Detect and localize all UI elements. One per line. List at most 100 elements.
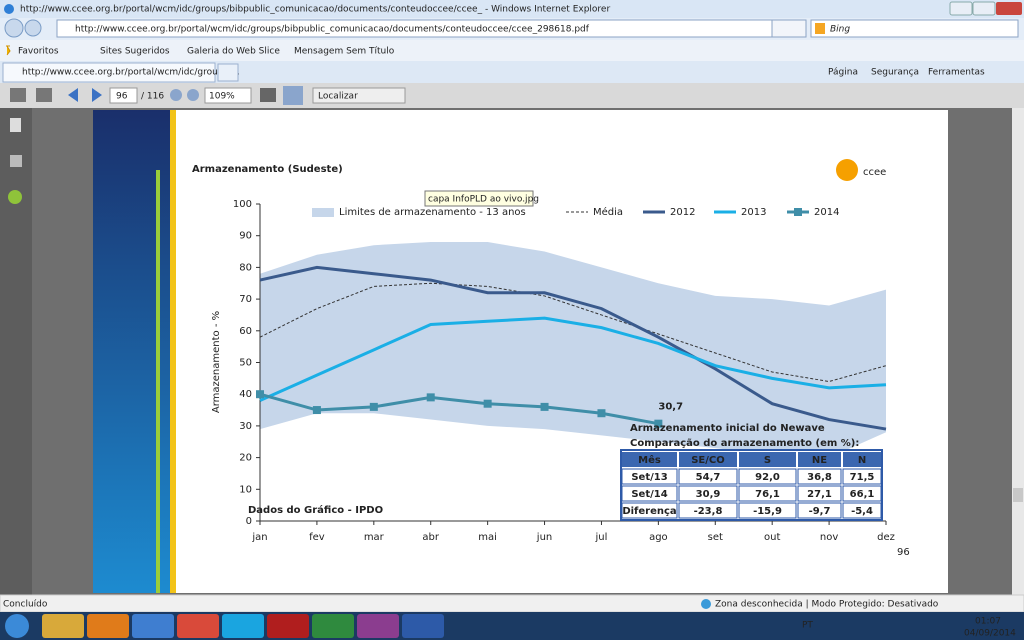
table-header: NE [812, 455, 827, 466]
zoom-out[interactable] [170, 89, 182, 101]
pages-icon[interactable] [10, 118, 21, 132]
save-icon[interactable] [36, 88, 52, 102]
fit-active-icon[interactable] [283, 86, 303, 105]
table-value: -15,9 [753, 506, 782, 517]
table-cell [797, 502, 842, 519]
binoculars-icon[interactable] [10, 155, 22, 167]
table-value: 76,1 [755, 489, 780, 500]
fav-item[interactable]: Favoritos [18, 47, 59, 57]
y-axis-label: Armazenamento - % [211, 311, 222, 413]
prev-page[interactable] [68, 88, 78, 102]
title-bar [0, 0, 1024, 18]
tooltip-text: capa InfoPLD ao vivo.jpg [428, 195, 539, 205]
legend-swatch [312, 208, 334, 217]
help-icon[interactable] [8, 190, 22, 204]
zoom-input[interactable] [204, 87, 252, 104]
table-cell [678, 468, 738, 485]
menu[interactable]: Página [828, 68, 858, 78]
fit-icon[interactable] [260, 88, 276, 102]
tab[interactable] [2, 62, 216, 83]
next-page[interactable] [92, 88, 102, 102]
point-marker [597, 409, 606, 418]
zoom-in[interactable] [187, 89, 199, 101]
table-cell [678, 502, 738, 519]
table-value: Set/13 [631, 472, 667, 483]
y-tick-label: 70 [239, 294, 252, 305]
fav-item[interactable]: Mensagem Sem Título [294, 47, 395, 57]
address-text: http://www.ccee.org.br/portal/wcm/idc/gr… [75, 25, 590, 35]
table-header-cell [679, 452, 737, 467]
table-value: 92,0 [755, 472, 780, 483]
app-chrome[interactable] [177, 614, 219, 638]
table-value: 66,1 [850, 489, 875, 500]
point-marker [483, 399, 492, 408]
scrollbar[interactable] [1012, 108, 1024, 595]
x-tick-label: jan [251, 532, 267, 543]
table-cell [842, 468, 882, 485]
maximize[interactable] [972, 1, 996, 16]
x-tick-label: fev [309, 532, 325, 543]
search-box[interactable] [810, 19, 1019, 38]
table-value: 30,9 [696, 489, 721, 500]
fav-item[interactable]: Galeria do Web Slice [187, 47, 280, 57]
table-value: 54,7 [696, 472, 721, 483]
logo-text: ccee [863, 167, 886, 178]
bing-icon [815, 23, 825, 34]
table-cell [621, 502, 678, 519]
app-media[interactable] [87, 614, 129, 638]
y-tick-label: 0 [246, 516, 252, 527]
table-value: -23,8 [694, 506, 723, 517]
start-button[interactable] [5, 614, 29, 638]
language: PT [802, 621, 813, 631]
app-explorer[interactable] [42, 614, 84, 638]
app-winrar[interactable] [357, 614, 399, 638]
slide-title: Armazenamento (Sudeste) [192, 164, 343, 175]
table-cell [738, 502, 797, 519]
fav-item[interactable]: Sites Sugeridos [100, 47, 170, 57]
table-value: 36,8 [807, 472, 832, 483]
table-cell [678, 485, 738, 502]
table-cell [738, 468, 797, 485]
scroll-thumb[interactable] [1013, 488, 1023, 502]
logo-mark [836, 159, 858, 181]
refresh-stop[interactable] [771, 19, 807, 38]
series-line [259, 316, 887, 402]
close[interactable] [996, 2, 1022, 15]
forward-button[interactable] [24, 19, 42, 37]
series-line [259, 392, 659, 426]
y-tick-label: 80 [239, 262, 252, 273]
star-icon [6, 45, 11, 56]
app-skype[interactable] [222, 614, 264, 638]
app-excel[interactable] [312, 614, 354, 638]
table-header-cell [622, 452, 677, 467]
zone-icon [701, 599, 711, 609]
band-area [260, 242, 886, 458]
status-text: Concluído [3, 600, 48, 610]
zoom-value: 109% [209, 92, 235, 102]
page-number: 96 [116, 92, 128, 102]
minimize[interactable] [949, 1, 973, 16]
table-value: -9,7 [809, 506, 831, 517]
x-tick-label: ago [649, 532, 668, 543]
table-header: SE/CO [691, 455, 725, 466]
table-value: -5,4 [851, 506, 873, 517]
table-header-cell [798, 452, 841, 467]
app-acrobat[interactable] [267, 614, 309, 638]
app-ie[interactable] [132, 614, 174, 638]
menu[interactable]: Segurança [871, 68, 919, 78]
back-button[interactable] [4, 18, 24, 38]
point-marker [426, 393, 435, 402]
page-input[interactable] [109, 87, 138, 104]
app-word[interactable] [402, 614, 444, 638]
series-line [259, 265, 887, 431]
print-icon[interactable] [10, 88, 26, 102]
table-header: Mês [638, 454, 661, 466]
x-tick-label: abr [422, 532, 439, 543]
new-tab[interactable] [217, 63, 239, 82]
menu[interactable]: Ferramentas [928, 68, 985, 78]
legend-label: 2013 [741, 207, 766, 218]
find-box[interactable] [312, 87, 406, 104]
find-text: Localizar [318, 92, 358, 102]
